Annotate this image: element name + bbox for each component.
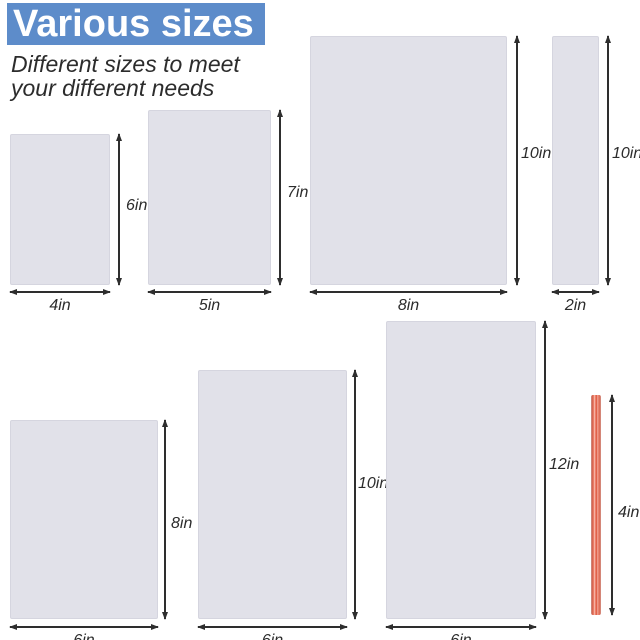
page-subtitle: Different sizes to meet your different n… xyxy=(11,51,240,101)
width-arrow xyxy=(386,626,536,628)
height-arrow xyxy=(279,110,281,285)
width-label: 6in xyxy=(10,632,158,640)
height-arrow xyxy=(611,395,613,615)
width-label: 4in xyxy=(49,297,71,314)
width-arrow xyxy=(310,291,507,293)
width-arrow xyxy=(148,291,271,293)
width-label: 8in xyxy=(397,297,420,314)
bag-rect xyxy=(198,370,347,619)
height-label: 10in xyxy=(358,475,389,492)
height-arrow xyxy=(164,420,166,619)
height-arrow xyxy=(607,36,609,285)
bag-rect xyxy=(10,420,158,619)
height-label: 7in xyxy=(287,184,309,201)
width-label: 6in xyxy=(386,632,536,640)
width-arrow xyxy=(10,291,110,293)
bag-rect xyxy=(386,321,536,619)
width-label: 2in xyxy=(564,297,587,314)
bag-rect xyxy=(148,110,271,285)
twist-tie xyxy=(591,395,601,615)
width-arrow xyxy=(198,626,347,628)
width-label: 5in xyxy=(198,297,221,314)
bag-rect xyxy=(10,134,110,285)
height-arrow xyxy=(354,370,356,619)
bag-rect xyxy=(552,36,599,285)
height-label: 6in xyxy=(126,197,148,214)
height-arrow xyxy=(544,321,546,619)
width-label: 6in xyxy=(198,632,347,640)
height-label: 4in xyxy=(618,504,640,521)
height-arrow xyxy=(118,134,120,285)
width-arrow xyxy=(10,626,158,628)
height-arrow xyxy=(516,36,518,285)
height-label: 10in xyxy=(612,145,640,162)
height-label: 12in xyxy=(549,456,580,473)
bag-rect xyxy=(310,36,507,285)
height-label: 10in xyxy=(521,145,552,162)
page-title: Various sizes xyxy=(7,3,265,45)
height-label: 8in xyxy=(171,515,193,532)
width-arrow xyxy=(552,291,599,293)
